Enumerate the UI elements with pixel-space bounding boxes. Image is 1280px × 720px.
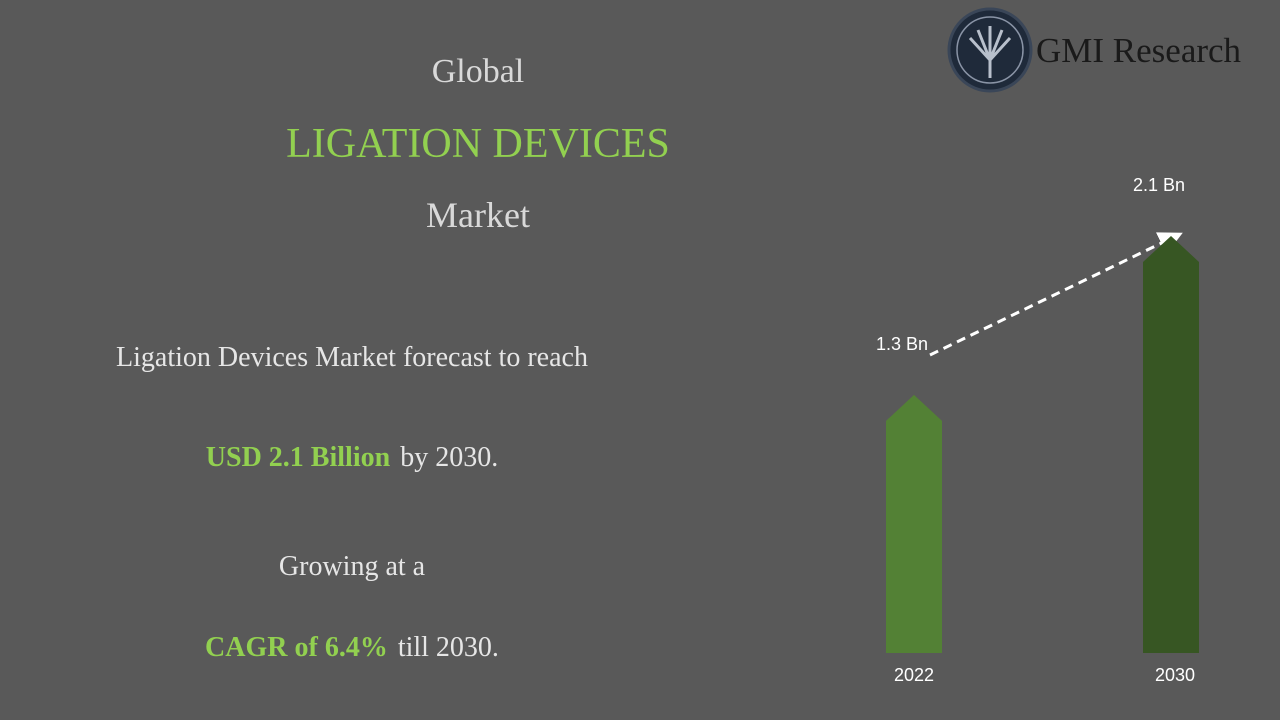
logo-icon [968, 26, 1012, 78]
value-label: 1.3 Bn [876, 334, 928, 354]
x-tick-label: 2030 [1155, 665, 1195, 685]
title-main: LIGATION DEVICES [286, 121, 670, 167]
bar [1143, 236, 1199, 653]
summary-text: Growing at a [279, 551, 426, 582]
title-line: Market [426, 195, 530, 235]
summary-line: CAGR of 6.4% till 2030. [205, 632, 499, 663]
summary-line: USD 2.1 Billion by 2030. [206, 442, 498, 473]
bar [886, 394, 942, 653]
logo-text: GMI Research [1036, 31, 1242, 70]
summary-text: Ligation Devices Market forecast to reac… [116, 342, 588, 373]
highlight: CAGR of 6.4% [205, 632, 388, 663]
title-line: Global [432, 53, 525, 90]
summary-text: till 2030. [398, 632, 499, 663]
summary-text: by 2030. [400, 442, 498, 473]
value-label: 2.1 Bn [1133, 175, 1185, 195]
highlight: USD 2.1 Billion [206, 442, 391, 473]
logo-ring [956, 16, 1024, 84]
x-tick-label: 2022 [894, 665, 934, 685]
logo: GMI Research [947, 7, 1242, 93]
